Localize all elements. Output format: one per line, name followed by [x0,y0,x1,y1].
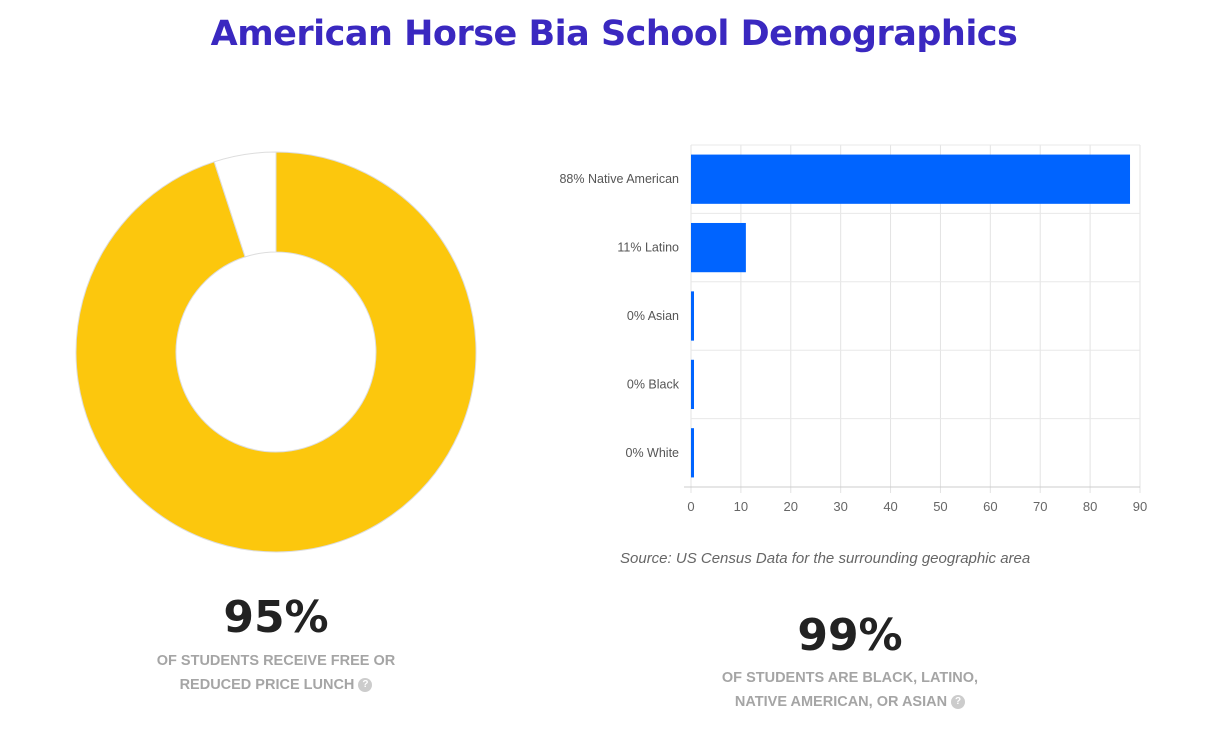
y-category-label: 11% Latino [617,241,679,255]
help-icon[interactable]: ? [358,678,373,693]
x-tick-label: 40 [883,499,897,514]
bar [691,428,694,478]
x-tick-label: 10 [734,499,748,514]
y-category-label: 88% Native American [559,172,679,186]
minority-caption-line1: OF STUDENTS ARE BLACK, LATINO, [721,670,979,686]
donut-slice [75,151,477,553]
x-tick-label: 20 [784,499,798,514]
minority-stat-caption: OF STUDENTS ARE BLACK, LATINO, NATIVE AM… [690,666,1010,714]
source-note: Source: US Census Data for the surroundi… [620,550,1031,567]
x-tick-label: 80 [1083,499,1097,514]
page-title: American Horse Bia School Demographics [210,14,1018,54]
bar [691,291,694,341]
lunch-caption-line2: REDUCED PRICE LUNCH [179,677,355,693]
minority-stat-value: 99% [797,610,903,661]
lunch-stat-caption: OF STUDENTS RECEIVE FREE OR REDUCED PRIC… [126,649,426,697]
x-tick-label: 30 [833,499,847,514]
x-tick-label: 60 [983,499,997,514]
donut-slice [213,151,277,258]
x-tick-label: 90 [1133,499,1147,514]
lunch-stat-value: 95% [223,592,329,643]
bar [691,222,746,273]
y-category-label: 0% Black [627,377,680,391]
lunch-caption-line1: OF STUDENTS RECEIVE FREE OR [156,653,396,669]
bar [691,359,694,410]
y-category-label: 0% Asian [627,309,679,323]
x-tick-label: 0 [687,499,694,514]
x-tick-label: 70 [1033,499,1047,514]
y-category-label: 0% White [626,446,680,460]
help-icon[interactable]: ? [951,695,966,710]
bar [691,154,1131,204]
minority-caption-line2: NATIVE AMERICAN, OR ASIAN [734,694,948,710]
x-tick-label: 50 [933,499,947,514]
